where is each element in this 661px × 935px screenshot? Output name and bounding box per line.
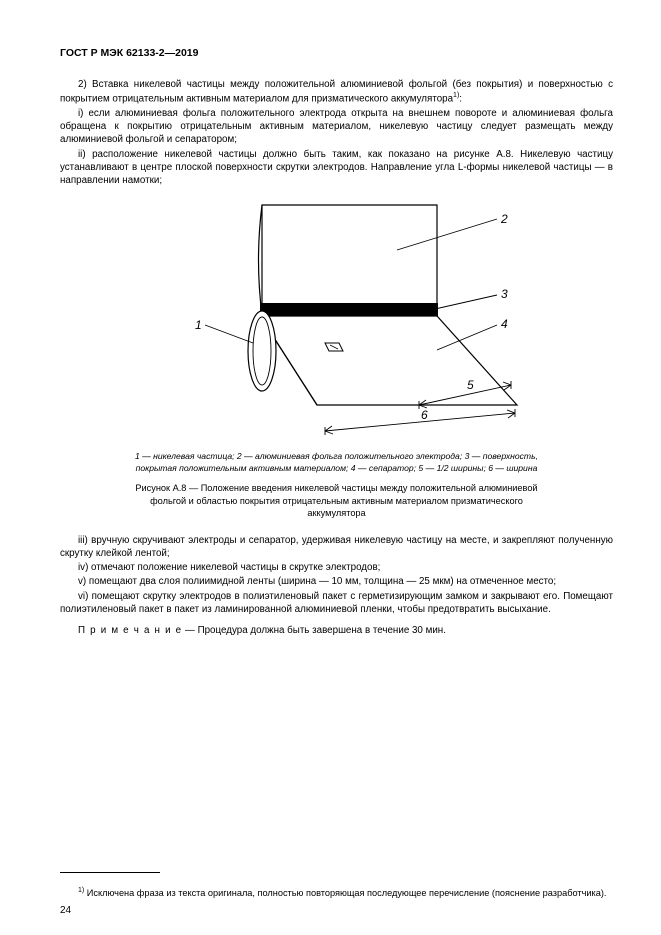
fig-label-4: 4	[501, 317, 508, 331]
para-2: 2) Вставка никелевой частицы между полож…	[60, 78, 613, 106]
fig-label-6: 6	[421, 408, 428, 422]
para-iv: iv) отмечают положение никелевой частицы…	[60, 561, 613, 574]
footnote-separator	[60, 872, 160, 873]
para-ii: ii) расположение никелевой частицы должн…	[60, 148, 613, 188]
figure-caption: Рисунок A.8 — Положение введения никелев…	[122, 482, 552, 519]
footnote-1: 1) Исключена фраза из текста оригинала, …	[60, 886, 613, 899]
fig-label-5: 5	[467, 378, 474, 392]
para-v: v) помещают два слоя полиимидной ленты (…	[60, 575, 613, 588]
para-2-tail: :	[459, 94, 462, 105]
para-iii: iii) вручную скручивают электроды и сепа…	[60, 534, 613, 560]
page: ГОСТ Р МЭК 62133-2—2019 2) Вставка никел…	[0, 0, 661, 935]
para-2-text: 2) Вставка никелевой частицы между полож…	[60, 79, 613, 104]
fig-label-3: 3	[501, 287, 508, 301]
legend-text: 1 — никелевая частица; 2 — алюминиевая ф…	[135, 451, 538, 473]
footnote-text: Исключена фраза из текста оригинала, пол…	[84, 888, 606, 898]
fig-label-2: 2	[500, 212, 508, 226]
figure-a8-svg: 1 2 3 4 5	[137, 195, 537, 445]
note-body: — Процедура должна быть завершена в тече…	[182, 625, 446, 636]
note: П р и м е ч а н и е — Процедура должна б…	[60, 624, 613, 637]
page-number: 24	[60, 904, 71, 918]
doc-header: ГОСТ Р МЭК 62133-2—2019	[60, 46, 613, 60]
figure-legend: 1 — никелевая частица; 2 — алюминиевая ф…	[127, 451, 547, 474]
fig-label-1: 1	[195, 318, 202, 332]
figure-a8: 1 2 3 4 5	[60, 195, 613, 445]
para-i: i) если алюминиевая фольга положительног…	[60, 107, 613, 147]
para-vi: vi) помещают скрутку электродов в полиэт…	[60, 590, 613, 616]
note-label: П р и м е ч а н и е	[78, 625, 182, 636]
